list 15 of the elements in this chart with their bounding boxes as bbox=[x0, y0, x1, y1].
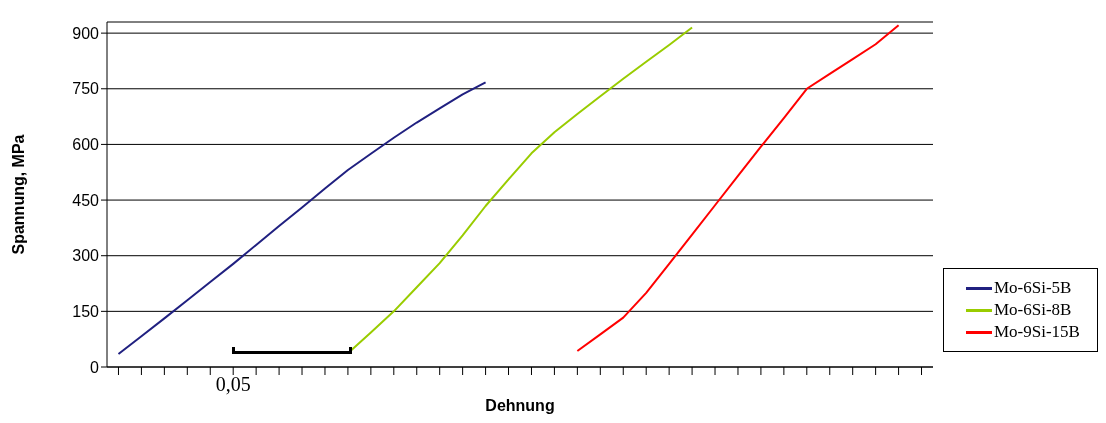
line-series bbox=[576, 24, 900, 353]
legend-label: Mo-9Si-15B bbox=[994, 321, 1080, 343]
y-tick-label: 150 bbox=[72, 303, 100, 321]
y-tick-label: 600 bbox=[72, 136, 100, 154]
y-tick-label: 750 bbox=[72, 80, 100, 98]
x-axis-title: Dehnung bbox=[485, 397, 555, 414]
line-series bbox=[117, 81, 487, 356]
legend-label: Mo-6Si-8B bbox=[994, 299, 1072, 321]
y-tick-label: 900 bbox=[72, 24, 100, 42]
y-axis-title: Spannung, MPa bbox=[9, 134, 27, 255]
legend-label: Mo-6Si-5B bbox=[994, 277, 1072, 299]
y-tick-label: 300 bbox=[72, 247, 100, 265]
x-tick-label: 0,05 bbox=[215, 373, 251, 396]
y-tick-label: 0 bbox=[90, 358, 100, 376]
y-tick-label: 450 bbox=[72, 191, 100, 209]
